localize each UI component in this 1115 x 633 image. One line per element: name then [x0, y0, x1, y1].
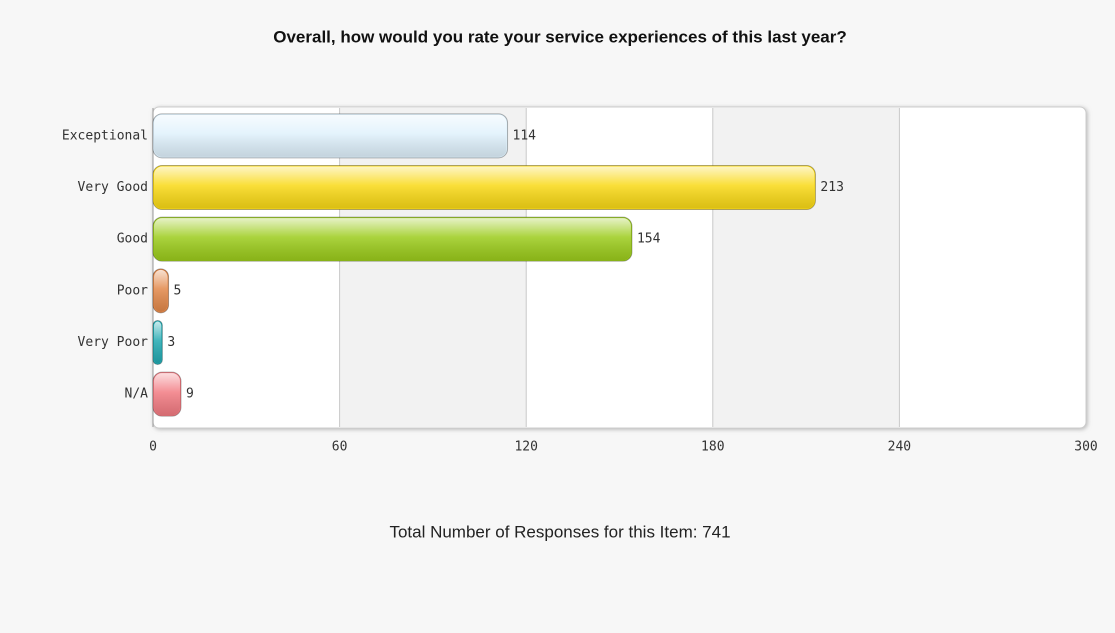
bar-gloss: [154, 321, 162, 364]
y-tick-label: Poor: [117, 283, 148, 298]
x-tick-label: 60: [332, 440, 348, 455]
x-tick-label: 240: [888, 440, 911, 455]
bar-gloss: [154, 269, 168, 312]
footer: Total Number of Responses for this Item:…: [389, 522, 730, 541]
x-tick-label: 180: [701, 440, 724, 455]
bar-gloss: [154, 373, 180, 416]
bar-gloss: [154, 218, 631, 261]
value-label: 213: [820, 180, 843, 195]
y-tick-label: Very Good: [78, 180, 148, 195]
y-tick-label: Exceptional: [62, 128, 148, 143]
value-label: 154: [637, 232, 661, 247]
y-tick-label: N/A: [125, 387, 149, 402]
grid-band: [712, 108, 900, 427]
x-tick-label: 120: [514, 440, 537, 455]
chart-title: Overall, how would you rate your service…: [273, 27, 847, 46]
value-label: 5: [174, 283, 182, 298]
value-label: 9: [186, 387, 194, 402]
x-tick-label: 300: [1074, 440, 1097, 455]
bar-gloss: [154, 114, 507, 157]
bar-gloss: [154, 166, 815, 209]
grid-band: [339, 108, 527, 427]
y-tick-label: Very Poor: [78, 335, 149, 350]
y-tick-label: Good: [117, 232, 148, 247]
value-label: 114: [513, 128, 537, 143]
value-label: 3: [167, 335, 175, 350]
x-tick-label: 0: [149, 440, 157, 455]
